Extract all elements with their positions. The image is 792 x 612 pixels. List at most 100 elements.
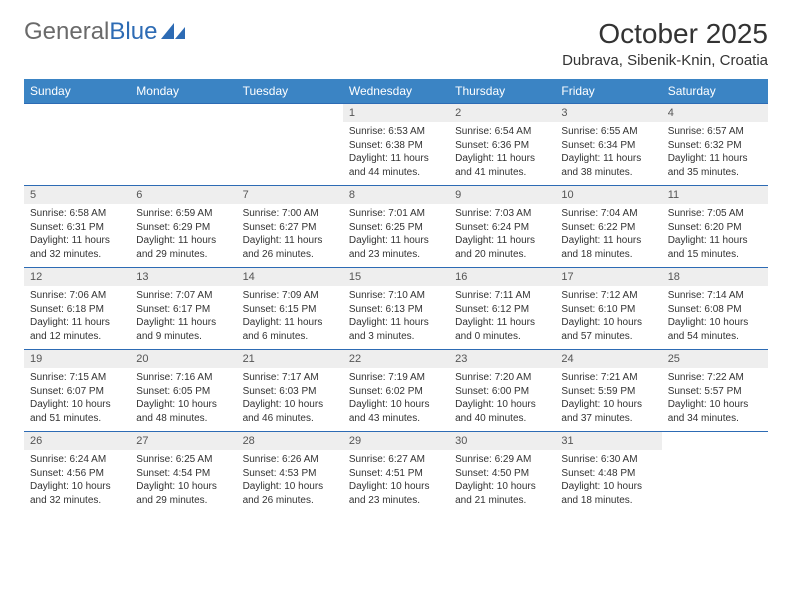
sunset-text: Sunset: 5:59 PM <box>561 385 655 399</box>
day-content-cell: Sunrise: 7:04 AMSunset: 6:22 PMDaylight:… <box>555 204 661 268</box>
daylight-text: Daylight: 10 hours <box>243 398 337 412</box>
sunrise-text: Sunrise: 7:07 AM <box>136 289 230 303</box>
daylight-text: and 38 minutes. <box>561 166 655 180</box>
day-content-row: Sunrise: 6:58 AMSunset: 6:31 PMDaylight:… <box>24 204 768 268</box>
day-content-cell: Sunrise: 6:59 AMSunset: 6:29 PMDaylight:… <box>130 204 236 268</box>
day-number: 28 <box>243 435 255 447</box>
daylight-text: Daylight: 10 hours <box>243 480 337 494</box>
weekday-header: Saturday <box>662 79 768 104</box>
sunset-text: Sunset: 6:20 PM <box>668 221 762 235</box>
day-content-cell <box>662 450 768 513</box>
daylight-text: Daylight: 10 hours <box>136 480 230 494</box>
daylight-text: and 57 minutes. <box>561 330 655 344</box>
day-number: 7 <box>243 189 249 201</box>
day-number: 17 <box>561 271 573 283</box>
sunrise-text: Sunrise: 6:25 AM <box>136 453 230 467</box>
day-content-cell: Sunrise: 7:19 AMSunset: 6:02 PMDaylight:… <box>343 368 449 432</box>
day-number-cell: 17 <box>555 268 661 287</box>
day-content-cell: Sunrise: 6:27 AMSunset: 4:51 PMDaylight:… <box>343 450 449 513</box>
day-content-cell: Sunrise: 6:25 AMSunset: 4:54 PMDaylight:… <box>130 450 236 513</box>
weekday-header: Thursday <box>449 79 555 104</box>
day-content-cell: Sunrise: 7:10 AMSunset: 6:13 PMDaylight:… <box>343 286 449 350</box>
day-content-cell: Sunrise: 6:29 AMSunset: 4:50 PMDaylight:… <box>449 450 555 513</box>
sunset-text: Sunset: 4:53 PM <box>243 467 337 481</box>
sunrise-text: Sunrise: 7:21 AM <box>561 371 655 385</box>
sunset-text: Sunset: 6:27 PM <box>243 221 337 235</box>
daylight-text: Daylight: 11 hours <box>136 234 230 248</box>
day-number-cell: 1 <box>343 104 449 123</box>
sunrise-text: Sunrise: 7:01 AM <box>349 207 443 221</box>
daylight-text: and 29 minutes. <box>136 248 230 262</box>
daylight-text: and 43 minutes. <box>349 412 443 426</box>
day-number: 9 <box>455 189 461 201</box>
day-number: 12 <box>30 271 42 283</box>
day-number: 8 <box>349 189 355 201</box>
weekday-header: Wednesday <box>343 79 449 104</box>
day-number-cell <box>24 104 130 123</box>
sunset-text: Sunset: 6:22 PM <box>561 221 655 235</box>
day-number-cell: 9 <box>449 186 555 205</box>
sunrise-text: Sunrise: 6:24 AM <box>30 453 124 467</box>
daylight-text: Daylight: 11 hours <box>349 316 443 330</box>
daylight-text: Daylight: 11 hours <box>243 234 337 248</box>
sunrise-text: Sunrise: 7:17 AM <box>243 371 337 385</box>
day-content-cell: Sunrise: 6:55 AMSunset: 6:34 PMDaylight:… <box>555 122 661 186</box>
day-number-cell: 28 <box>237 432 343 451</box>
day-content-row: Sunrise: 7:06 AMSunset: 6:18 PMDaylight:… <box>24 286 768 350</box>
daylight-text: Daylight: 11 hours <box>30 234 124 248</box>
sunrise-text: Sunrise: 6:26 AM <box>243 453 337 467</box>
day-content-row: Sunrise: 7:15 AMSunset: 6:07 PMDaylight:… <box>24 368 768 432</box>
daylight-text: and 21 minutes. <box>455 494 549 508</box>
day-number: 22 <box>349 353 361 365</box>
sunset-text: Sunset: 4:50 PM <box>455 467 549 481</box>
day-number-row: 12131415161718 <box>24 268 768 287</box>
sunset-text: Sunset: 6:08 PM <box>668 303 762 317</box>
sunset-text: Sunset: 6:10 PM <box>561 303 655 317</box>
daylight-text: Daylight: 10 hours <box>349 480 443 494</box>
day-number: 6 <box>136 189 142 201</box>
day-number-cell: 8 <box>343 186 449 205</box>
day-content-cell: Sunrise: 7:07 AMSunset: 6:17 PMDaylight:… <box>130 286 236 350</box>
day-number-row: 567891011 <box>24 186 768 205</box>
day-content-cell: Sunrise: 7:20 AMSunset: 6:00 PMDaylight:… <box>449 368 555 432</box>
day-number: 11 <box>668 189 679 201</box>
sunset-text: Sunset: 6:07 PM <box>30 385 124 399</box>
daylight-text: Daylight: 11 hours <box>668 152 762 166</box>
daylight-text: and 34 minutes. <box>668 412 762 426</box>
day-content-cell: Sunrise: 7:15 AMSunset: 6:07 PMDaylight:… <box>24 368 130 432</box>
month-title: October 2025 <box>562 18 768 50</box>
day-number: 27 <box>136 435 148 447</box>
sunrise-text: Sunrise: 7:04 AM <box>561 207 655 221</box>
daylight-text: and 6 minutes. <box>243 330 337 344</box>
day-number-cell: 11 <box>662 186 768 205</box>
daylight-text: Daylight: 10 hours <box>668 398 762 412</box>
sunrise-text: Sunrise: 6:57 AM <box>668 125 762 139</box>
daylight-text: and 18 minutes. <box>561 494 655 508</box>
sunrise-text: Sunrise: 7:09 AM <box>243 289 337 303</box>
day-content-cell: Sunrise: 6:26 AMSunset: 4:53 PMDaylight:… <box>237 450 343 513</box>
daylight-text: and 29 minutes. <box>136 494 230 508</box>
daylight-text: and 40 minutes. <box>455 412 549 426</box>
day-number-cell <box>662 432 768 451</box>
day-number-row: 1234 <box>24 104 768 123</box>
logo-text-blue: Blue <box>109 18 157 45</box>
day-content-cell: Sunrise: 7:17 AMSunset: 6:03 PMDaylight:… <box>237 368 343 432</box>
daylight-text: Daylight: 10 hours <box>136 398 230 412</box>
daylight-text: and 9 minutes. <box>136 330 230 344</box>
day-content-cell: Sunrise: 7:09 AMSunset: 6:15 PMDaylight:… <box>237 286 343 350</box>
daylight-text: Daylight: 10 hours <box>561 398 655 412</box>
daylight-text: Daylight: 11 hours <box>349 152 443 166</box>
sunrise-text: Sunrise: 6:27 AM <box>349 453 443 467</box>
sunrise-text: Sunrise: 6:30 AM <box>561 453 655 467</box>
sail-icon <box>161 23 187 41</box>
sunset-text: Sunset: 6:17 PM <box>136 303 230 317</box>
day-number-cell <box>130 104 236 123</box>
day-number-cell: 25 <box>662 350 768 369</box>
sunrise-text: Sunrise: 6:59 AM <box>136 207 230 221</box>
day-content-cell: Sunrise: 7:00 AMSunset: 6:27 PMDaylight:… <box>237 204 343 268</box>
day-content-cell: Sunrise: 6:24 AMSunset: 4:56 PMDaylight:… <box>24 450 130 513</box>
day-number: 31 <box>561 435 573 447</box>
day-number: 21 <box>243 353 255 365</box>
day-number: 25 <box>668 353 680 365</box>
daylight-text: Daylight: 10 hours <box>349 398 443 412</box>
